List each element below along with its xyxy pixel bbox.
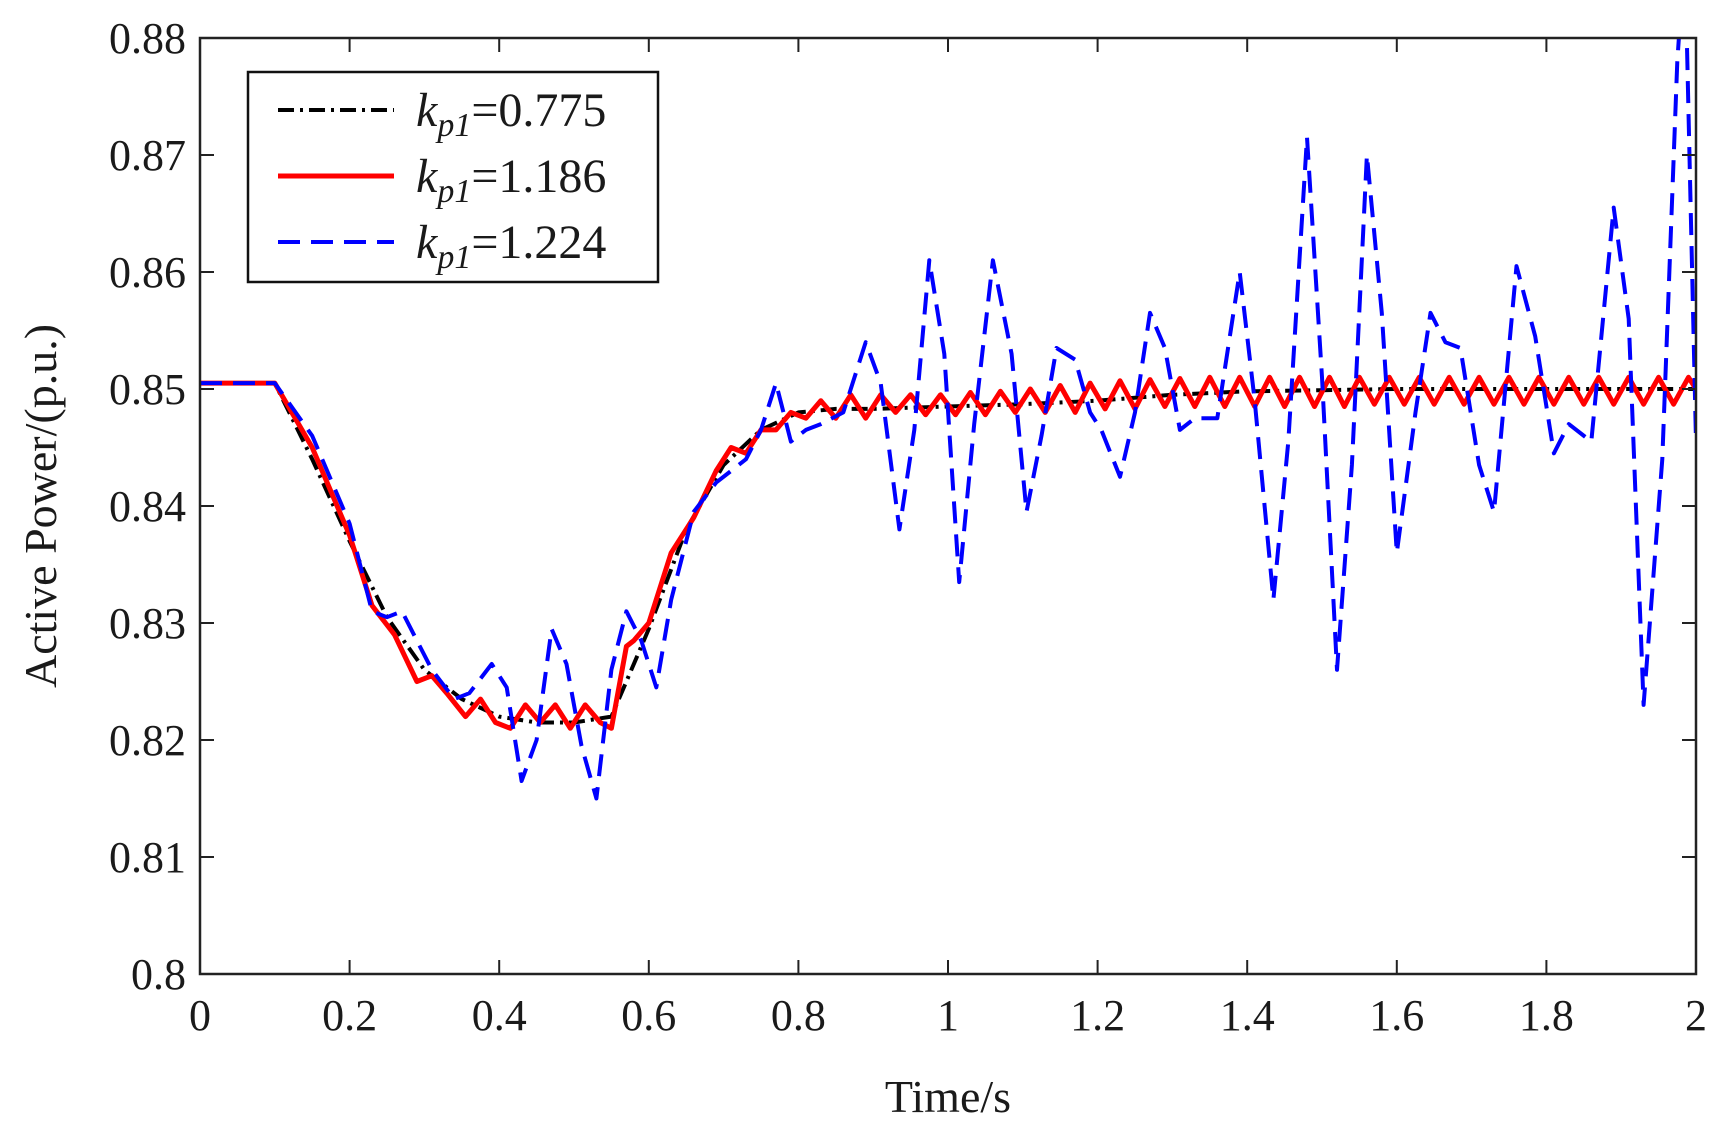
series-line-0	[200, 381, 1696, 725]
x-tick-label: 1	[937, 991, 959, 1040]
y-axis-title: Active Power/(p.u.)	[15, 324, 66, 688]
y-tick-label: 0.88	[109, 14, 186, 63]
y-tick-label: 0.81	[109, 833, 186, 882]
x-tick-label: 1.6	[1369, 991, 1424, 1040]
x-tick-label: 2	[1685, 991, 1707, 1040]
legend-subscript: p1	[435, 173, 471, 210]
y-tick-label: 0.87	[109, 131, 186, 180]
y-tick-label: 0.83	[109, 599, 186, 648]
y-tick-label: 0.85	[109, 365, 186, 414]
y-tick-label: 0.86	[109, 248, 186, 297]
legend-subscript: p1	[435, 239, 471, 276]
legend-value: =1.186	[471, 150, 606, 203]
x-tick-label: 1.2	[1070, 991, 1125, 1040]
x-tick-labels: 0 0.2 0.4 0.6 0.8 1 1.2 1.4 1.6 1.8 2	[189, 991, 1707, 1040]
x-tick-label: 0.6	[621, 991, 676, 1040]
x-tick-label: 0	[189, 991, 211, 1040]
tick-marks	[199, 37, 1697, 975]
x-tick-label: 0.2	[322, 991, 377, 1040]
y-tick-label: 0.8	[131, 950, 186, 999]
x-tick-label: 0.4	[472, 991, 527, 1040]
series-line-1	[200, 374, 1696, 731]
x-tick-label: 1.8	[1519, 991, 1574, 1040]
series-layer	[200, 38, 1696, 801]
legend-label-1: kp1=1.186	[416, 150, 606, 210]
legend-symbol: k	[416, 216, 439, 269]
legend-symbol: k	[416, 150, 439, 203]
y-tick-label: 0.82	[109, 716, 186, 765]
x-tick-label: 0.8	[771, 991, 826, 1040]
legend-label-0: kp1=0.775	[416, 84, 606, 144]
legend-symbol: k	[416, 84, 439, 137]
y-tick-label: 0.84	[109, 482, 186, 531]
x-tick-label: 1.4	[1220, 991, 1275, 1040]
series-line-2	[200, 38, 1696, 801]
legend-value: =1.224	[471, 216, 606, 269]
y-tick-labels: 0.8 0.81 0.82 0.83 0.84 0.85 0.86 0.87 0.88	[109, 14, 186, 999]
legend-label-2: kp1=1.224	[416, 216, 606, 276]
legend-subscript: p1	[435, 107, 471, 144]
x-axis-title: Time/s	[885, 1071, 1011, 1122]
legend-value: =0.775	[471, 84, 606, 137]
